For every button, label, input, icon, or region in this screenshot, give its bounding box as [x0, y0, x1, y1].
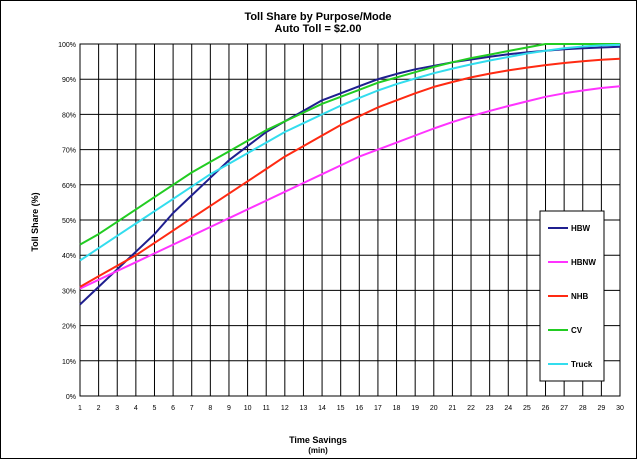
series-line-hbnw — [79, 85, 621, 290]
series-line-nhb — [79, 57, 621, 288]
x-tick-label: 26 — [542, 405, 550, 412]
x-tick-label: 1 — [78, 405, 82, 412]
tick-labels: 1 2 3 4 5 6 7 8 9 10 11 12 13 14 15 16 17 18 19 20 21 22 23 24 2… — [58, 42, 624, 412]
legend-label-hbw: HBW — [571, 224, 591, 233]
y-tick-label: 10% — [62, 359, 76, 366]
x-tick-label: 14 — [318, 405, 326, 412]
x-tick-label: 4 — [134, 405, 138, 412]
x-tick-label: 24 — [504, 405, 512, 412]
x-tick-label: 30 — [616, 405, 624, 412]
y-tick-label: 0% — [66, 394, 76, 401]
x-tick-label: 16 — [355, 405, 363, 412]
x-tick-label: 12 — [281, 405, 289, 412]
x-tick-label: 11 — [263, 405, 270, 412]
x-tick-label: 28 — [579, 405, 587, 412]
y-axis-label: Toll Share (%) — [30, 192, 40, 251]
x-tick-label: 21 — [449, 405, 457, 412]
legend-label-cv: CV — [571, 326, 583, 335]
y-tick-label: 80% — [62, 112, 76, 119]
chart-subtitle: Auto Toll = $2.00 — [275, 23, 362, 35]
y-tick-label: 90% — [62, 77, 76, 84]
x-tick-label: 2 — [97, 405, 101, 412]
series-line-cv — [79, 43, 620, 246]
y-tick-label: 60% — [62, 183, 76, 190]
x-tick-label: 5 — [153, 405, 157, 412]
x-tick-label: 19 — [411, 405, 419, 412]
y-tick-label: 20% — [62, 324, 76, 331]
x-axis-unit: (min) — [308, 446, 328, 455]
y-tick-label: 70% — [62, 148, 76, 155]
x-axis-label: Time Savings — [289, 435, 347, 445]
legend-label-truck: Truck — [571, 360, 593, 369]
x-tick-label: 18 — [393, 405, 401, 412]
x-tick-label: 17 — [374, 405, 382, 412]
legend: HBW HBNW NHB CV Truck — [539, 210, 605, 382]
legend-label-nhb: NHB — [571, 292, 589, 301]
series-line-truck — [79, 43, 621, 262]
y-tick-label: 100% — [58, 42, 76, 49]
plot-area: 1 2 3 4 5 6 7 8 9 10 11 12 13 14 15 16 17 18 19 20 21 22 23 24 2… — [58, 42, 624, 412]
x-tick-label: 22 — [467, 405, 475, 412]
series-group — [79, 43, 621, 306]
x-tick-label: 3 — [115, 405, 119, 412]
x-tick-label: 15 — [337, 405, 345, 412]
x-tick-label: 23 — [486, 405, 494, 412]
x-tick-label: 20 — [430, 405, 438, 412]
legend-label-hbnw: HBNW — [571, 258, 596, 267]
x-tick-label: 25 — [523, 405, 531, 412]
x-tick-label: 13 — [300, 405, 308, 412]
x-tick-label: 10 — [244, 405, 252, 412]
x-tick-label: 9 — [227, 405, 231, 412]
x-tick-label: 7 — [190, 405, 194, 412]
y-tick-label: 50% — [62, 218, 76, 225]
x-tick-label: 27 — [560, 405, 568, 412]
x-tick-label: 29 — [597, 405, 605, 412]
y-tick-label: 40% — [62, 253, 76, 260]
chart-title: Toll Share by Purpose/Mode — [244, 11, 391, 23]
grid-lines — [79, 43, 621, 397]
x-tick-label: 8 — [208, 405, 212, 412]
y-tick-label: 30% — [62, 288, 76, 295]
x-tick-label: 6 — [171, 405, 175, 412]
